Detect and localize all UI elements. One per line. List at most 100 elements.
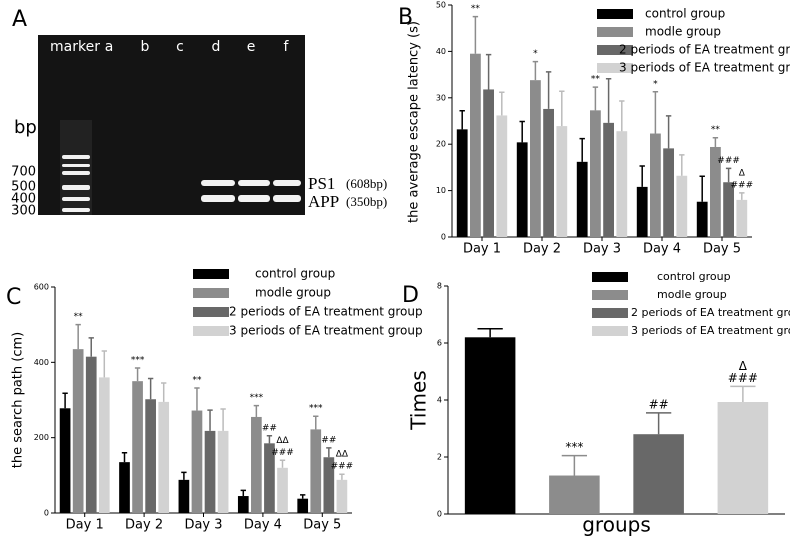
error-bar	[300, 494, 306, 499]
gel-band	[62, 185, 90, 190]
significance-mark: ΔΔ	[276, 436, 289, 446]
bar	[717, 401, 769, 514]
error-bar	[101, 350, 107, 378]
gel-band	[62, 155, 90, 159]
bar	[650, 133, 661, 237]
error-bar	[181, 471, 187, 480]
error-bar	[665, 115, 672, 149]
bar	[543, 108, 554, 237]
legend-swatch	[592, 308, 628, 318]
y-tick-label: 10	[436, 186, 446, 195]
bar	[516, 142, 528, 237]
significance-mark: ΔΔ	[336, 450, 349, 460]
bar	[191, 410, 203, 513]
significance-mark: Δ	[739, 359, 748, 373]
significance-mark: ###	[730, 180, 753, 190]
bar	[119, 462, 130, 513]
error-bar	[679, 154, 685, 176]
x-tick-label: Day 4	[244, 518, 282, 533]
legend-label: control group	[645, 7, 725, 21]
bar	[470, 53, 481, 237]
error-bar	[121, 451, 128, 463]
legend-label: 3 periods of EA treatment group	[631, 324, 790, 337]
gel-band	[238, 195, 270, 202]
bar	[85, 356, 97, 513]
significance-mark: ***	[250, 393, 264, 403]
bar	[633, 434, 684, 514]
error-bar	[220, 408, 226, 431]
legend-swatch	[592, 272, 628, 282]
bar	[237, 496, 249, 513]
bar	[204, 430, 216, 513]
bar	[297, 498, 309, 513]
bar	[496, 115, 508, 237]
error-bar	[207, 409, 213, 431]
error-bar	[62, 392, 68, 409]
size-label: 500	[11, 180, 36, 195]
legend-swatch	[597, 27, 633, 37]
x-tick-label: Day 5	[303, 518, 341, 533]
significance-mark: **	[471, 4, 481, 14]
significance-mark: **	[192, 375, 202, 385]
error-bar	[579, 137, 585, 162]
panel-label: D	[402, 283, 419, 308]
legend-label: 3 periods of EA treatment group	[229, 324, 423, 338]
lane-label: d	[212, 39, 221, 55]
panel-label: A	[12, 7, 27, 32]
bar	[145, 399, 156, 513]
error-bar	[279, 459, 286, 468]
lane-label: c	[176, 39, 184, 55]
error-bar	[266, 435, 273, 444]
lane-label: b	[141, 39, 150, 55]
significance-mark: ***	[565, 440, 583, 454]
legend-swatch	[193, 288, 229, 298]
legend-swatch	[193, 326, 229, 336]
lane-label: marker	[50, 39, 100, 55]
error-bar	[725, 167, 732, 183]
bar	[710, 146, 721, 237]
error-bar	[459, 110, 465, 130]
significance-mark: ***	[309, 404, 323, 414]
legend-swatch	[193, 269, 229, 279]
gel-band	[62, 171, 90, 175]
size-label: 700	[11, 165, 36, 180]
gel-band	[201, 180, 235, 186]
error-bar	[339, 473, 345, 480]
error-bar	[75, 323, 81, 350]
bar	[676, 175, 688, 237]
y-tick-label: 0	[437, 510, 442, 519]
error-bar	[712, 136, 719, 147]
bar	[336, 479, 348, 513]
bar	[98, 377, 110, 513]
lane-label: f	[284, 39, 290, 55]
significance-mark: ***	[131, 355, 145, 365]
legend-swatch	[597, 9, 633, 19]
gel-band	[62, 197, 90, 201]
y-tick-label: 2	[437, 453, 442, 462]
bar	[323, 457, 335, 513]
bar	[72, 349, 84, 513]
error-bar	[730, 385, 756, 402]
gel-band	[273, 180, 301, 186]
band-name: APP	[308, 192, 339, 211]
gel-band	[273, 195, 301, 202]
error-bar	[88, 337, 94, 357]
lane-labels: marker a b c d e f	[50, 39, 290, 55]
legend-label: control group	[657, 270, 731, 283]
significance-mark: *	[653, 79, 658, 89]
error-bar	[194, 387, 200, 411]
bar	[217, 430, 229, 513]
bar	[59, 408, 71, 513]
gel-band	[62, 164, 90, 167]
error-bar	[645, 412, 672, 435]
size-label: 300	[11, 204, 36, 219]
x-tick-label: Day 2	[125, 518, 163, 533]
x-tick-label: Day 5	[703, 242, 741, 257]
band-name: PS1	[308, 174, 335, 193]
legend-label: modle group	[657, 288, 727, 301]
error-bar	[147, 377, 154, 400]
unit-label: bp	[14, 117, 37, 138]
y-axis-label: the average escape latency (s)	[407, 21, 422, 223]
band-size: (350bp)	[346, 194, 387, 209]
bar	[456, 129, 468, 237]
